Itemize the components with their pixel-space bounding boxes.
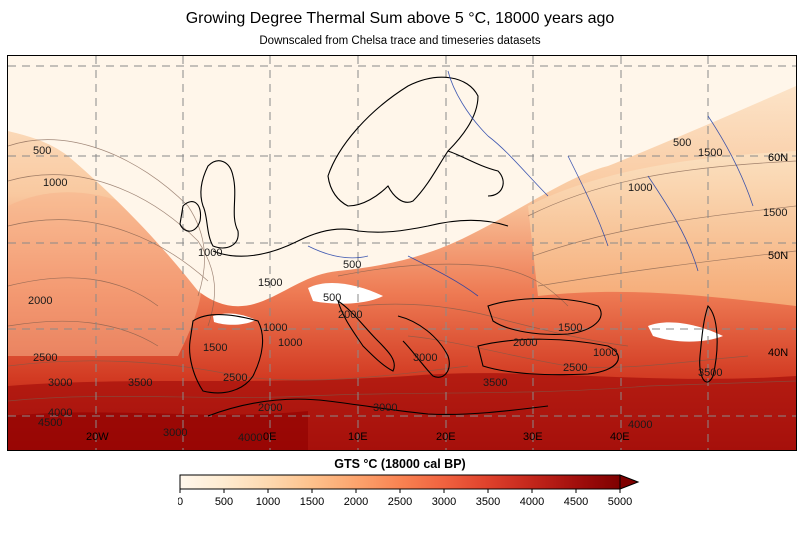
lat-label-50n: 50N (768, 250, 788, 262)
contour-label: 500 (673, 137, 691, 149)
colorbar-tick-label: 4500 (564, 496, 588, 508)
colorbar-tick-label: 2000 (344, 496, 368, 508)
contour-label: 1000 (278, 337, 302, 349)
colorbar-tick-label: 0 (178, 496, 183, 508)
contour-label: 1500 (258, 277, 282, 289)
map-subtitle: Downscaled from Chelsa trace and timeser… (259, 35, 541, 47)
contour-label: 3000 (163, 427, 187, 439)
contour-label: 4000 (628, 419, 652, 431)
colorbar-extend-arrow (619, 474, 640, 490)
contour-label: 2500 (223, 372, 247, 384)
contour-label: 2000 (28, 295, 52, 307)
contour-label: 2000 (338, 309, 362, 321)
contour-label: 1500 (558, 322, 582, 334)
colorbar-tick-label: 3000 (432, 496, 456, 508)
contour-label: 3500 (128, 377, 152, 389)
contour-label: 3500 (698, 367, 722, 379)
contour-label: 1500 (203, 342, 227, 354)
max-heat-zone (8, 411, 308, 450)
contour-label: 2000 (258, 402, 282, 414)
colorbar-tick-label: 1500 (300, 496, 324, 508)
contour-label: 2000 (513, 337, 537, 349)
contour-label: 3000 (48, 377, 72, 389)
alps-glacier (308, 282, 383, 304)
contour-label: 1000 (43, 177, 67, 189)
lon-label-0e: 0E (263, 431, 276, 443)
rivers (307, 70, 754, 297)
colorbar-gradient (179, 474, 621, 490)
contour-label: 4500 (38, 417, 62, 429)
graticule-labels: 20W 0E 10E 20E 30E 40E 60N 50N 40N (86, 152, 788, 443)
contour-labels: 500 1000 2000 2500 3000 3500 4000 4500 1… (28, 137, 787, 444)
lon-label-10e: 10E (348, 431, 368, 443)
contour-label: 500 (323, 292, 341, 304)
colorbar-tick-label: 4000 (520, 496, 544, 508)
graticule (8, 56, 796, 450)
contour-label: 2500 (33, 352, 57, 364)
pyrenees-glacier (213, 313, 256, 325)
contour-label: 1500 (698, 147, 722, 159)
map-title: Growing Degree Thermal Sum above 5 °C, 1… (185, 10, 615, 27)
lon-label-20w: 20W (86, 431, 109, 443)
contour-lines (8, 139, 796, 402)
map-panel[interactable]: 20W 0E 10E 20E 30E 40E 60N 50N 40N 500 1… (7, 55, 797, 451)
ice-sheet (8, 56, 796, 307)
lon-label-20e: 20E (436, 431, 456, 443)
colorbar-title: GTS °C (18000 cal BP) (334, 457, 466, 471)
contour-label: 3000 (373, 402, 397, 414)
colorbar-svg: 0 500 1000 1500 2000 2500 3000 3500 4000 4500 5000 (177, 474, 640, 508)
coastlines (179, 76, 718, 417)
contour-label: 1000 (628, 182, 652, 194)
contour-label: 4000 (48, 407, 72, 419)
colorbar-tick-label: 3500 (476, 496, 500, 508)
contour-label: 3000 (413, 352, 437, 364)
caucasus-glacier (648, 322, 723, 342)
colorbar-tick-label: 500 (215, 496, 233, 508)
contour-label: 3500 (483, 377, 507, 389)
contour-label: 1000 (198, 247, 222, 259)
contour-label: 2500 (563, 362, 587, 374)
contour-label: 1000 (593, 347, 617, 359)
colorbar-tick-label: 1000 (256, 496, 280, 508)
lon-label-30e: 30E (523, 431, 543, 443)
colorbar-tick-label: 2500 (388, 496, 412, 508)
contour-label: 500 (33, 145, 51, 157)
contour-label: 500 (343, 259, 361, 271)
map-canvas: 20W 0E 10E 20E 30E 40E 60N 50N 40N 500 1… (8, 56, 796, 450)
contour-label: 4000 (238, 432, 262, 444)
contour-label: 1000 (263, 322, 287, 334)
colorbar-tick-label: 5000 (608, 496, 632, 508)
lat-label-40n: 40N (768, 347, 788, 359)
lon-label-40e: 40E (610, 431, 630, 443)
contour-label: 1500 (763, 207, 787, 219)
lat-label-60n: 60N (768, 152, 788, 164)
colorbar: 0 500 1000 1500 2000 2500 3000 3500 4000 4500 5000 (177, 473, 648, 518)
